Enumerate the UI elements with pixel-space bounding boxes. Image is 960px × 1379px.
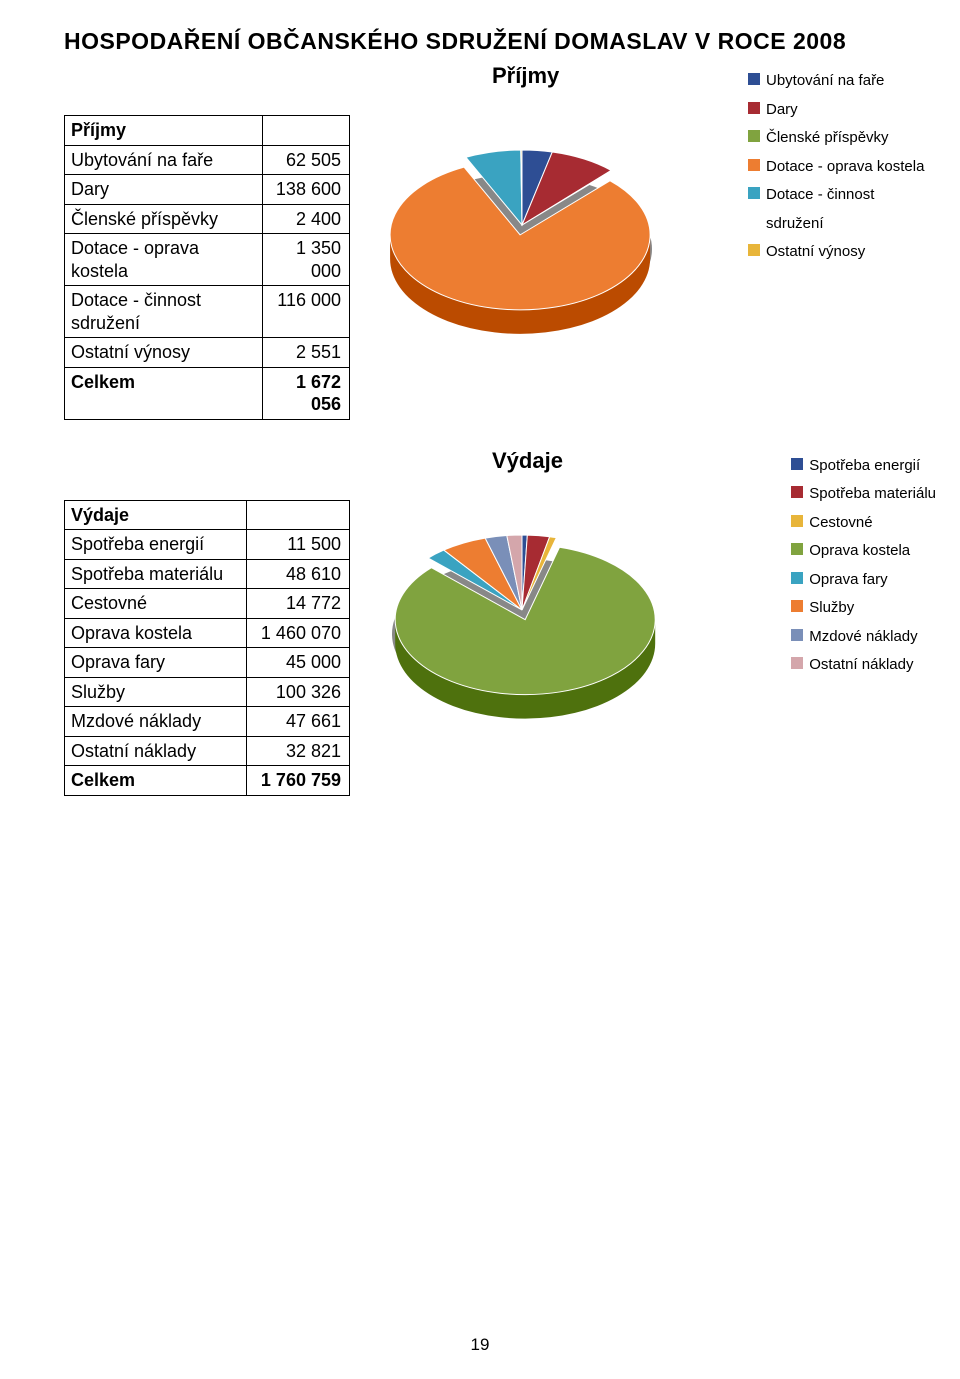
expenses-row-value: 1 460 070 — [246, 618, 349, 648]
expenses-row-value: 47 661 — [246, 707, 349, 737]
legend-swatch — [748, 73, 760, 85]
income-total-value: 1 672 056 — [263, 367, 350, 419]
income-chart-title: Příjmy — [492, 63, 559, 89]
income-row-value: 138 600 — [263, 175, 350, 205]
expenses-header: Výdaje — [65, 500, 247, 530]
expenses-row-value: 45 000 — [246, 648, 349, 678]
expenses-pie-chart — [372, 500, 672, 750]
legend-label: Dary — [766, 96, 798, 125]
income-chart-block: Příjmy Ubytování na fařeDaryČlenské přís… — [372, 115, 896, 365]
legend-label: Spotřeba materiálu — [809, 480, 936, 509]
legend-swatch — [791, 515, 803, 527]
legend-swatch — [791, 572, 803, 584]
legend-swatch — [791, 629, 803, 641]
expenses-row-value: 100 326 — [246, 677, 349, 707]
expenses-row-label: Cestovné — [65, 589, 247, 619]
expenses-section: Výdaje Spotřeba energií11 500 Spotřeba m… — [64, 500, 896, 796]
expenses-row-value: 48 610 — [246, 559, 349, 589]
legend-label: Oprava kostela — [809, 537, 910, 566]
legend-swatch — [791, 600, 803, 612]
legend-swatch — [791, 657, 803, 669]
legend-swatch — [748, 159, 760, 171]
expenses-row-value: 14 772 — [246, 589, 349, 619]
expenses-row-value: 11 500 — [246, 530, 349, 560]
legend-label: Spotřeba energií — [809, 452, 920, 481]
legend-item: Dotace - činnost sdružení — [748, 181, 936, 238]
legend-label: Služby — [809, 594, 854, 623]
expenses-row-value: 32 821 — [246, 736, 349, 766]
income-row-value: 2 400 — [263, 204, 350, 234]
legend-item: Spotřeba energií — [791, 452, 936, 481]
income-row-value: 116 000 — [263, 286, 350, 338]
legend-swatch — [791, 543, 803, 555]
legend-label: Dotace - oprava kostela — [766, 153, 924, 182]
legend-label: Ostatní náklady — [809, 651, 913, 680]
legend-item: Členské příspěvky — [748, 124, 936, 153]
income-row-label: Dotace - oprava kostela — [65, 234, 263, 286]
legend-swatch — [791, 486, 803, 498]
income-total-label: Celkem — [65, 367, 263, 419]
expenses-chart-title: Výdaje — [492, 448, 563, 474]
expenses-row-label: Oprava kostela — [65, 618, 247, 648]
income-row-label: Dary — [65, 175, 263, 205]
income-row-label: Ubytování na faře — [65, 145, 263, 175]
expenses-row-label: Služby — [65, 677, 247, 707]
legend-swatch — [748, 187, 760, 199]
expenses-total-value: 1 760 759 — [246, 766, 349, 796]
legend-label: Ostatní výnosy — [766, 238, 865, 267]
legend-item: Dary — [748, 96, 936, 125]
legend-item: Služby — [791, 594, 936, 623]
legend-item: Cestovné — [791, 509, 936, 538]
income-table: Příjmy Ubytování na faře62 505 Dary138 6… — [64, 115, 350, 420]
legend-item: Oprava fary — [791, 566, 936, 595]
expenses-row-label: Oprava fary — [65, 648, 247, 678]
expenses-legend: Spotřeba energiíSpotřeba materiáluCestov… — [791, 452, 936, 680]
legend-item: Dotace - oprava kostela — [748, 153, 936, 182]
expenses-row-label: Spotřeba materiálu — [65, 559, 247, 589]
income-row-value: 2 551 — [263, 338, 350, 368]
income-row-value: 62 505 — [263, 145, 350, 175]
legend-label: Mzdové náklady — [809, 623, 917, 652]
legend-item: Ubytování na faře — [748, 67, 936, 96]
legend-label: Členské příspěvky — [766, 124, 889, 153]
legend-label: Cestovné — [809, 509, 872, 538]
income-legend: Ubytování na fařeDaryČlenské příspěvkyDo… — [748, 67, 936, 267]
income-header: Příjmy — [65, 116, 263, 146]
income-row-label: Členské příspěvky — [65, 204, 263, 234]
expenses-table: Výdaje Spotřeba energií11 500 Spotřeba m… — [64, 500, 350, 796]
income-row-label: Dotace - činnost sdružení — [65, 286, 263, 338]
legend-swatch — [748, 130, 760, 142]
legend-item: Ostatní výnosy — [748, 238, 936, 267]
legend-label: Ubytování na faře — [766, 67, 884, 96]
legend-item: Spotřeba materiálu — [791, 480, 936, 509]
legend-item: Oprava kostela — [791, 537, 936, 566]
legend-swatch — [748, 244, 760, 256]
income-section: Příjmy Ubytování na faře62 505 Dary138 6… — [64, 115, 896, 420]
expenses-row-label: Spotřeba energií — [65, 530, 247, 560]
legend-item: Mzdové náklady — [791, 623, 936, 652]
expenses-total-label: Celkem — [65, 766, 247, 796]
income-row-label: Ostatní výnosy — [65, 338, 263, 368]
legend-item: Ostatní náklady — [791, 651, 936, 680]
income-pie-chart — [372, 115, 672, 365]
page-number: 19 — [0, 1335, 960, 1355]
legend-label: Dotace - činnost sdružení — [766, 181, 936, 238]
expenses-row-label: Ostatní náklady — [65, 736, 247, 766]
legend-label: Oprava fary — [809, 566, 887, 595]
expenses-chart-block: Výdaje Spotřeba energiíSpotřeba materiál… — [372, 500, 896, 750]
page-title: HOSPODAŘENÍ OBČANSKÉHO SDRUŽENÍ DOMASLAV… — [64, 28, 896, 55]
legend-swatch — [748, 102, 760, 114]
expenses-row-label: Mzdové náklady — [65, 707, 247, 737]
income-row-value: 1 350 000 — [263, 234, 350, 286]
legend-swatch — [791, 458, 803, 470]
